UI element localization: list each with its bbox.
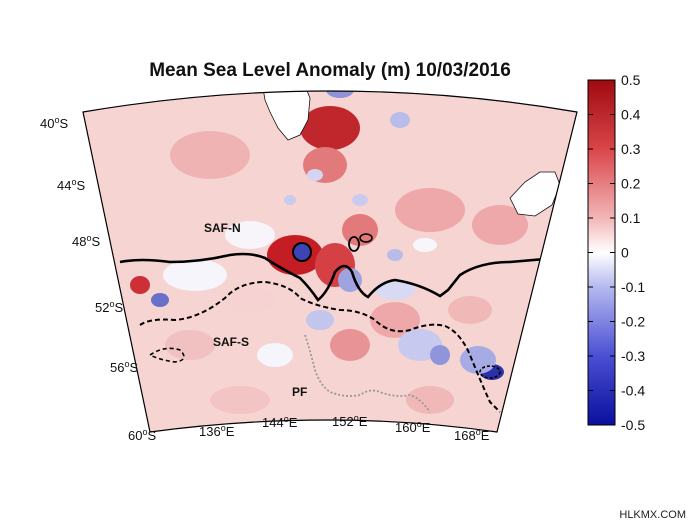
colorbar-tick-label: -0.1 (621, 279, 645, 295)
lon-label-168e: 168oE (454, 427, 490, 443)
lon-label-160e: 160oE (395, 419, 431, 435)
saf-n-label: SAF-N (204, 221, 241, 235)
eddy-contour-1 (292, 242, 312, 262)
saf-n-front (119, 252, 577, 302)
colorbar-tick-label: 0.4 (621, 107, 641, 123)
saf-s-label: SAF-S (213, 335, 249, 349)
colorbar-tick-label: 0 (621, 245, 629, 261)
saf-s-front (139, 280, 501, 413)
eddy-contour-4 (479, 365, 501, 379)
lat-label-52s: 52oS (95, 299, 123, 315)
colorbar-tick-label: 0.2 (621, 176, 641, 192)
map-border (82, 90, 578, 433)
lat-label-40s: 40oS (40, 115, 68, 131)
latitude-labels: 40oS 44oS 48oS 52oS 56oS 60oS (40, 115, 156, 443)
lat-label-44s: 44oS (57, 177, 85, 193)
colorbar-tick-label: 0.3 (621, 141, 641, 157)
tasmania-land (262, 91, 311, 141)
saf-s-eddy (149, 347, 185, 363)
lat-label-56s: 56oS (110, 359, 138, 375)
pf-label: PF (292, 385, 307, 399)
colorbar-tick-label: 0.1 (621, 210, 641, 226)
lat-label-60s: 60oS (128, 427, 156, 443)
lat-label-48s: 48oS (72, 233, 100, 249)
lon-label-152e: 152oE (332, 413, 368, 429)
pf-front (304, 334, 431, 413)
map-domain (83, 91, 577, 432)
watermark: HLKMX.COM (619, 509, 686, 521)
colorbar-tick-label: -0.2 (621, 314, 645, 330)
colorbar-tick-label: -0.5 (621, 417, 645, 433)
eddy-contour-2 (348, 236, 360, 252)
colorbar-ticks: 0.5 0.4 0.3 0.2 0.1 0 -0.1 -0.2 -0.3 -0.4 -0.5 (588, 72, 645, 433)
colorbar-tick-label: -0.3 (621, 348, 645, 364)
positive-anomaly-patches (130, 106, 528, 414)
colorbar-tick-label: -0.4 (621, 383, 645, 399)
lon-label-144e: 144oE (262, 414, 298, 430)
map-title: Mean Sea Level Anomaly (m) 10/03/2016 (149, 60, 511, 81)
colorbar-tick-label: 0.5 (621, 72, 641, 88)
longitude-labels: 136oE 144oE 152oE 160oE 168oE (199, 413, 490, 443)
negative-anomaly-patches (151, 91, 504, 380)
lon-label-136e: 136oE (199, 423, 235, 439)
eddy-contour-3 (359, 233, 373, 243)
